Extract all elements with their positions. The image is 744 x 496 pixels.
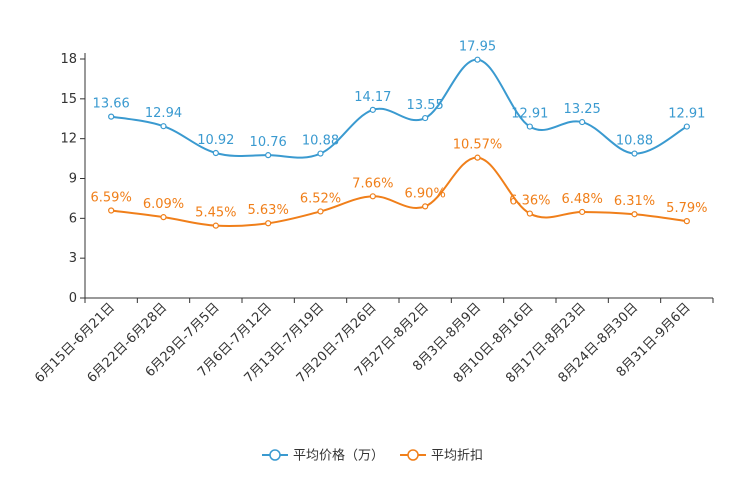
data-label: 6.59% bbox=[91, 190, 132, 205]
data-point[interactable] bbox=[265, 220, 272, 227]
data-point[interactable] bbox=[422, 114, 429, 122]
series-1: 13.66 12.94 10.92 10.76 10.88 14.17 13.55 17.95… bbox=[93, 40, 705, 159]
data-point[interactable] bbox=[369, 193, 376, 200]
legend-label: 平均价格（万） bbox=[293, 448, 384, 464]
y-tick-label: 12 bbox=[60, 132, 77, 147]
data-label: 12.91 bbox=[511, 107, 548, 122]
data-point[interactable] bbox=[160, 214, 167, 221]
legend-marker-icon bbox=[269, 449, 281, 461]
data-label: 5.63% bbox=[248, 203, 289, 218]
data-point[interactable] bbox=[369, 106, 376, 113]
y-tick-label: 3 bbox=[69, 251, 77, 266]
legend-item-2[interactable]: 平均折扣 bbox=[400, 449, 483, 464]
y-tick-label: 18 bbox=[60, 52, 77, 67]
data-label: 10.76 bbox=[250, 135, 287, 150]
data-label: 6.09% bbox=[143, 197, 184, 212]
data-point[interactable] bbox=[526, 123, 533, 130]
data-label: 5.45% bbox=[195, 206, 236, 221]
data-point[interactable] bbox=[108, 207, 115, 214]
y-tick-label: 15 bbox=[60, 92, 77, 107]
data-label: 13.25 bbox=[564, 102, 601, 117]
chart-series: 13.66 12.94 10.92 10.76 10.88 14.17 13.55 17.95… bbox=[91, 40, 707, 229]
data-point[interactable] bbox=[317, 208, 324, 215]
data-label: 6.36% bbox=[509, 194, 550, 209]
data-label: 10.57% bbox=[453, 138, 503, 153]
y-tick-label: 0 bbox=[69, 291, 77, 306]
data-point[interactable] bbox=[160, 123, 167, 130]
data-point[interactable] bbox=[212, 222, 219, 229]
series-2: 6.59% 6.09% 5.45% 5.63% 6.52% 7.66% 6.90% 10.57… bbox=[91, 138, 707, 229]
data-label: 6.48% bbox=[562, 192, 603, 207]
data-point[interactable] bbox=[683, 218, 690, 225]
data-label: 13.66 bbox=[93, 97, 130, 112]
data-label: 6.90% bbox=[405, 186, 446, 201]
data-point[interactable] bbox=[526, 210, 533, 217]
data-label: 17.95 bbox=[459, 40, 496, 55]
data-label: 10.88 bbox=[302, 134, 339, 149]
data-point[interactable] bbox=[579, 208, 586, 216]
data-point[interactable] bbox=[631, 211, 638, 218]
data-label: 5.79% bbox=[666, 201, 707, 216]
legend-label: 平均折扣 bbox=[431, 449, 483, 464]
data-point[interactable] bbox=[265, 152, 272, 159]
data-point[interactable] bbox=[683, 123, 690, 130]
data-point[interactable] bbox=[108, 113, 115, 120]
y-tick-label: 9 bbox=[69, 172, 77, 187]
data-point[interactable] bbox=[212, 149, 219, 157]
legend-item-1[interactable]: 平均价格（万） bbox=[262, 448, 384, 464]
legend-marker-icon bbox=[407, 449, 419, 461]
data-label: 12.94 bbox=[145, 106, 182, 121]
data-label: 10.92 bbox=[197, 133, 234, 148]
data-point[interactable] bbox=[579, 118, 586, 126]
data-point[interactable] bbox=[474, 56, 481, 63]
data-label: 10.88 bbox=[616, 134, 653, 149]
data-point[interactable] bbox=[474, 154, 481, 161]
data-label: 6.52% bbox=[300, 191, 341, 206]
data-point[interactable] bbox=[631, 150, 638, 157]
chart-legend: 平均价格（万） 平均折扣 bbox=[262, 448, 483, 464]
data-label: 6.31% bbox=[614, 194, 655, 209]
y-tick-label: 6 bbox=[69, 211, 77, 226]
data-point[interactable] bbox=[422, 203, 429, 210]
data-label: 7.66% bbox=[352, 176, 393, 191]
data-label: 14.17 bbox=[354, 90, 391, 105]
data-label: 12.91 bbox=[668, 107, 705, 122]
data-label: 13.55 bbox=[407, 98, 444, 113]
data-point[interactable] bbox=[317, 150, 324, 157]
